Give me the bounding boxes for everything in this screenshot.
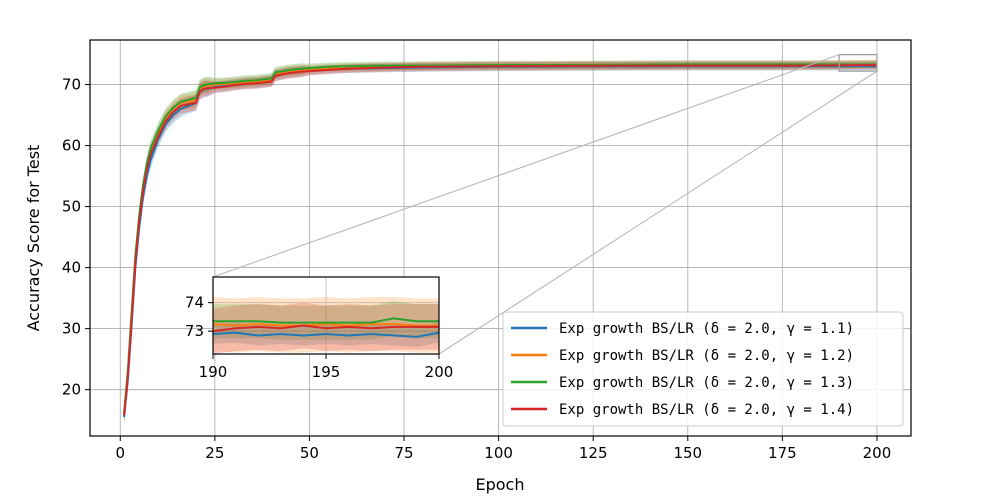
zoom-connector xyxy=(438,70,878,355)
x-axis-title: Epoch xyxy=(476,475,525,494)
inset-line-series-2 xyxy=(212,323,439,327)
inset-x-tick-label: 190 xyxy=(199,363,228,381)
inset-chart: 190 195 200 73 74 xyxy=(185,276,454,381)
line-series-4 xyxy=(123,64,877,416)
x-tick-label: 75 xyxy=(394,444,413,462)
legend-label: Exp growth BS/LR (δ = 2.0, γ = 1.1) xyxy=(559,321,854,337)
inset-y-tick-label: 73 xyxy=(185,322,204,340)
inset-x-tick-label: 195 xyxy=(312,363,341,381)
line-series-3 xyxy=(123,63,877,413)
inset-line-series-3 xyxy=(213,317,439,324)
legend-label: Exp growth BS/LR (δ = 2.0, γ = 1.4) xyxy=(559,402,854,418)
plot-frame xyxy=(89,39,912,437)
y-tick-label: 30 xyxy=(62,320,81,338)
band-series-3 xyxy=(124,60,877,421)
band-series-2 xyxy=(124,60,877,422)
inset-x-tick-label: 200 xyxy=(425,363,454,381)
x-tick-label: 50 xyxy=(300,444,319,462)
zoom-box xyxy=(838,53,878,72)
x-tick-label: 0 xyxy=(115,444,125,462)
inset-y-tick-label: 74 xyxy=(185,294,204,312)
inset-line-series-1 xyxy=(212,331,440,338)
band-series-4 xyxy=(124,60,877,424)
zoom-indicator xyxy=(212,53,878,355)
legend: Exp growth BS/LR (δ = 2.0, γ = 1.1) Exp g… xyxy=(502,311,904,427)
legend-label: Exp growth BS/LR (δ = 2.0, γ = 1.2) xyxy=(559,348,854,364)
inset-line-series-4 xyxy=(212,324,439,333)
legend-label: Exp growth BS/LR (δ = 2.0, γ = 1.3) xyxy=(559,375,854,391)
inset-band-series-3 xyxy=(213,301,439,340)
y-tick-label: 70 xyxy=(62,76,81,94)
zoom-connector xyxy=(212,54,840,278)
y-tick-label: 60 xyxy=(62,137,81,155)
x-tick-label: 125 xyxy=(579,444,608,462)
series-lines xyxy=(123,63,877,418)
y-axis-title: Accuracy Score for Test xyxy=(24,145,43,332)
x-tick-label: 175 xyxy=(768,444,797,462)
x-tick-label: 25 xyxy=(205,444,224,462)
x-tick-label: 200 xyxy=(863,444,892,462)
confidence-bands xyxy=(124,60,877,425)
y-tick-label: 50 xyxy=(62,198,81,216)
y-tick-label: 40 xyxy=(62,259,81,277)
axis-ticks: 0 25 50 75 100 125 150 175 200 20 30 40 50 60 70 xyxy=(62,76,891,462)
band-series-1 xyxy=(124,62,877,425)
y-tick-label: 20 xyxy=(62,381,81,399)
x-tick-label: 150 xyxy=(673,444,702,462)
x-tick-label: 100 xyxy=(484,444,513,462)
legend-box xyxy=(502,311,904,427)
